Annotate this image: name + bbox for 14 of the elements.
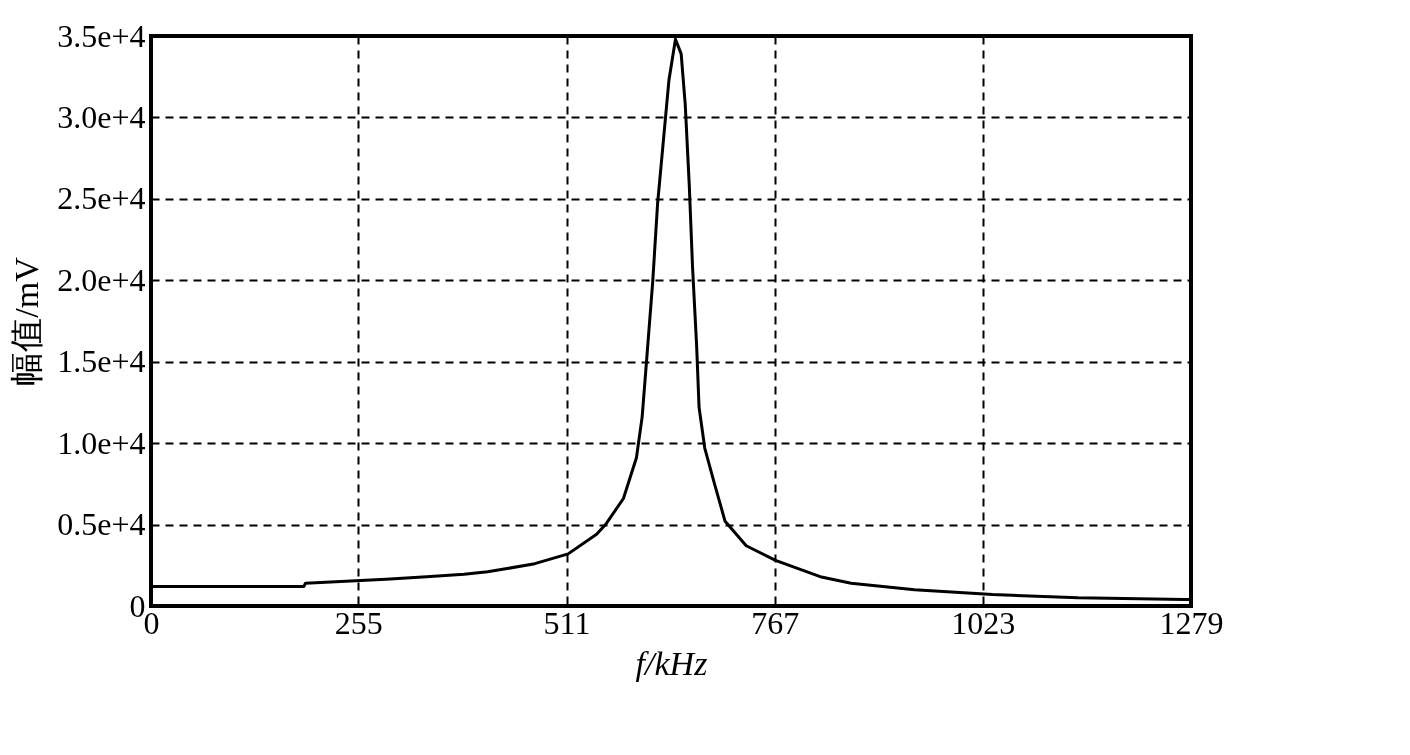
y-tick-label: 2.5e+4 bbox=[57, 180, 146, 217]
y-tick-label: 1.5e+4 bbox=[57, 343, 146, 380]
x-tick-label: 1023 bbox=[951, 604, 1016, 641]
y-tick-label: 0.5e+4 bbox=[57, 506, 146, 543]
x-tick-label: 511 bbox=[543, 604, 591, 641]
y-tick-label: 2.0e+4 bbox=[57, 261, 146, 298]
y-axis-title: 幅值/mV bbox=[8, 256, 46, 386]
x-tick-label: 255 bbox=[334, 604, 383, 641]
y-tick-label: 1.0e+4 bbox=[57, 424, 146, 461]
x-tick-label: 1279 bbox=[1159, 604, 1224, 641]
x-axis-title: f/kHz bbox=[635, 644, 708, 682]
y-tick-label: 3.5e+4 bbox=[57, 17, 146, 54]
y-tick-label: 3.0e+4 bbox=[57, 98, 146, 135]
x-tick-label: 767 bbox=[751, 604, 800, 641]
